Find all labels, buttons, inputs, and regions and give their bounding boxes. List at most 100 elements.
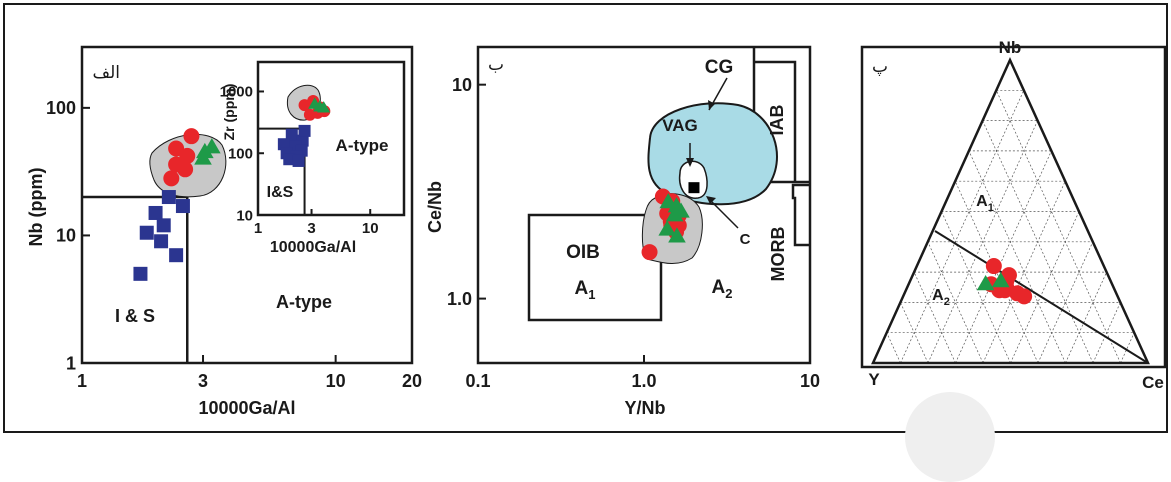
panel-a-x-tick-label-1: 1 (77, 371, 87, 391)
square-marker-6 (169, 248, 184, 263)
panel-b-x-tick-label-10: 10 (800, 371, 820, 391)
square-marker-4 (139, 225, 154, 240)
square-marker-2 (298, 124, 311, 137)
panel-a-y-tick-label-100: 100 (46, 98, 76, 118)
vertex-nb: Nb (999, 38, 1022, 57)
ternary-gridline-9-1 (886, 332, 901, 364)
panel-a-y-ticks: 1 10 100 (46, 98, 90, 373)
field-a1-ternary: A1 (976, 193, 994, 214)
ternary-gridline-1-1 (995, 90, 1121, 364)
inset-y-tick-label-10: 10 (236, 207, 253, 224)
inset-x-axis-label: 10000Ga/Al (270, 239, 356, 256)
circle-marker-7 (1016, 288, 1033, 305)
panel-a-label: الف (92, 63, 120, 83)
field-vag-label: VAG (662, 116, 698, 135)
vertex-y: Y (868, 370, 880, 389)
inset-x-tick-label-3: 3 (307, 220, 315, 237)
triangle-marker-0 (976, 275, 995, 291)
panel-c-ternary: پ Nb Y Ce A1 A2 (860, 38, 1167, 392)
triangle-marker-1 (203, 138, 221, 154)
field-oib-a1 (527, 213, 663, 322)
triangle-marker-4 (658, 220, 677, 236)
inset-field-is: I&S (267, 184, 294, 201)
panel-c-frame (860, 45, 1167, 369)
circle-marker-4 (1000, 267, 1017, 284)
circle-marker-8 (641, 244, 658, 261)
triangle-marker-1 (991, 271, 1010, 288)
panel-a-x-ticks: 1 3 10 20 (77, 355, 422, 391)
inset-y-ticks: 10 100 1000 (220, 84, 264, 224)
ternary-triangle (871, 56, 1150, 365)
triangle-marker-1 (317, 101, 331, 113)
panel-a-x-tick-label-10: 10 (326, 371, 346, 391)
panel-b-cenb-vs-ynb: 0.1 1.0 10 1.0 10 ب OIB A1 A2 VAG CG IAB MO… (425, 45, 820, 418)
field-c-label: C (740, 231, 751, 248)
panel-c-data-points (976, 258, 1033, 305)
panel-a-field-atype: A-type (276, 292, 332, 312)
panel-a-y-axis-label: Nb (ppm) (26, 168, 46, 247)
panel-c-label: پ (872, 57, 888, 77)
arrow-vag-head (686, 158, 694, 167)
panel-b-y-tick-label-1.0: 1.0 (447, 289, 472, 309)
ternary-gridline-7-2 (1065, 271, 1107, 364)
watermark-circle (905, 392, 995, 482)
square-marker-2 (148, 205, 163, 220)
panel-a-inset: 1 3 10 10 100 1000 I&S A-type 10000Ga/Al Zr … (220, 60, 406, 256)
square-marker-0 (285, 128, 298, 141)
field-iab-label: IAB (767, 105, 787, 136)
panel-a-x-axis-label: 10000Ga/Al (198, 398, 295, 418)
field-morb-label: MORB (768, 227, 788, 282)
square-marker-8 (283, 153, 296, 166)
inset-x-tick-label-10: 10 (362, 220, 379, 237)
square-marker-1 (175, 199, 190, 214)
triangle-marker-3 (672, 202, 690, 218)
circle-marker-2 (179, 147, 196, 164)
panel-b-label: ب (488, 55, 504, 75)
field-a1-label: A1 (575, 278, 596, 302)
panel-a-y-tick-label-1: 1 (66, 353, 76, 373)
square-marker-3 (277, 138, 290, 151)
field-morb-box (791, 183, 810, 247)
field-cg-label: CG (705, 57, 734, 78)
panel-b-x-tick-label-1.0: 1.0 (631, 371, 656, 391)
ternary-gridline-7-1 (913, 271, 956, 364)
inset-y-tick-label-1000: 1000 (220, 84, 253, 101)
panel-b-data-points (641, 181, 701, 261)
inset-x-tick-label-1: 1 (254, 220, 262, 237)
field-a2-label: A2 (712, 277, 733, 301)
circle-marker-0 (183, 128, 200, 145)
vertex-ce: Ce (1142, 373, 1164, 392)
ternary-gridline-3-2 (955, 150, 1052, 364)
inset-data-points (277, 84, 331, 167)
field-iab-box (754, 60, 797, 182)
panel-b-x-ticks: 0.1 1.0 10 (465, 355, 820, 391)
arrow-c-head (706, 196, 716, 204)
ternary-gridline-1-2 (900, 90, 1025, 364)
ternary-gridline-8-2 (1092, 302, 1121, 364)
field-oib-label: OIB (566, 242, 600, 263)
square-marker-3 (156, 218, 171, 233)
panel-b-y-ticks: 1.0 10 (447, 75, 486, 309)
square-marker-9 (292, 154, 305, 167)
inset-x-ticks: 1 3 10 (254, 209, 379, 237)
ternary-gridline-8-1 (900, 302, 929, 364)
panel-a-field-is: I & S (115, 306, 155, 326)
inset-y-axis-label: Zr (ppm) (221, 84, 237, 141)
inset-field-atype: A-type (336, 136, 389, 155)
panel-a-data-points (133, 128, 227, 281)
ternary-field-boundary (934, 230, 1149, 364)
field-a2-ternary: A2 (932, 287, 950, 308)
panel-b-x-tick-label-0.1: 0.1 (465, 371, 490, 391)
panel-a-y-tick-label-10: 10 (56, 226, 76, 246)
panel-b-y-axis-label: Ce/Nb (425, 181, 445, 233)
circle-marker-0 (985, 258, 1002, 275)
panel-b-y-tick-label-10: 10 (452, 75, 472, 95)
circle-marker-4 (177, 161, 194, 178)
arrow-cg-head (708, 100, 715, 110)
arrow-c (707, 197, 739, 229)
ternary-gridline-3-1 (968, 150, 1066, 364)
square-black-marker-0 (687, 181, 701, 195)
panel-a-x-tick-label-20: 20 (402, 371, 422, 391)
